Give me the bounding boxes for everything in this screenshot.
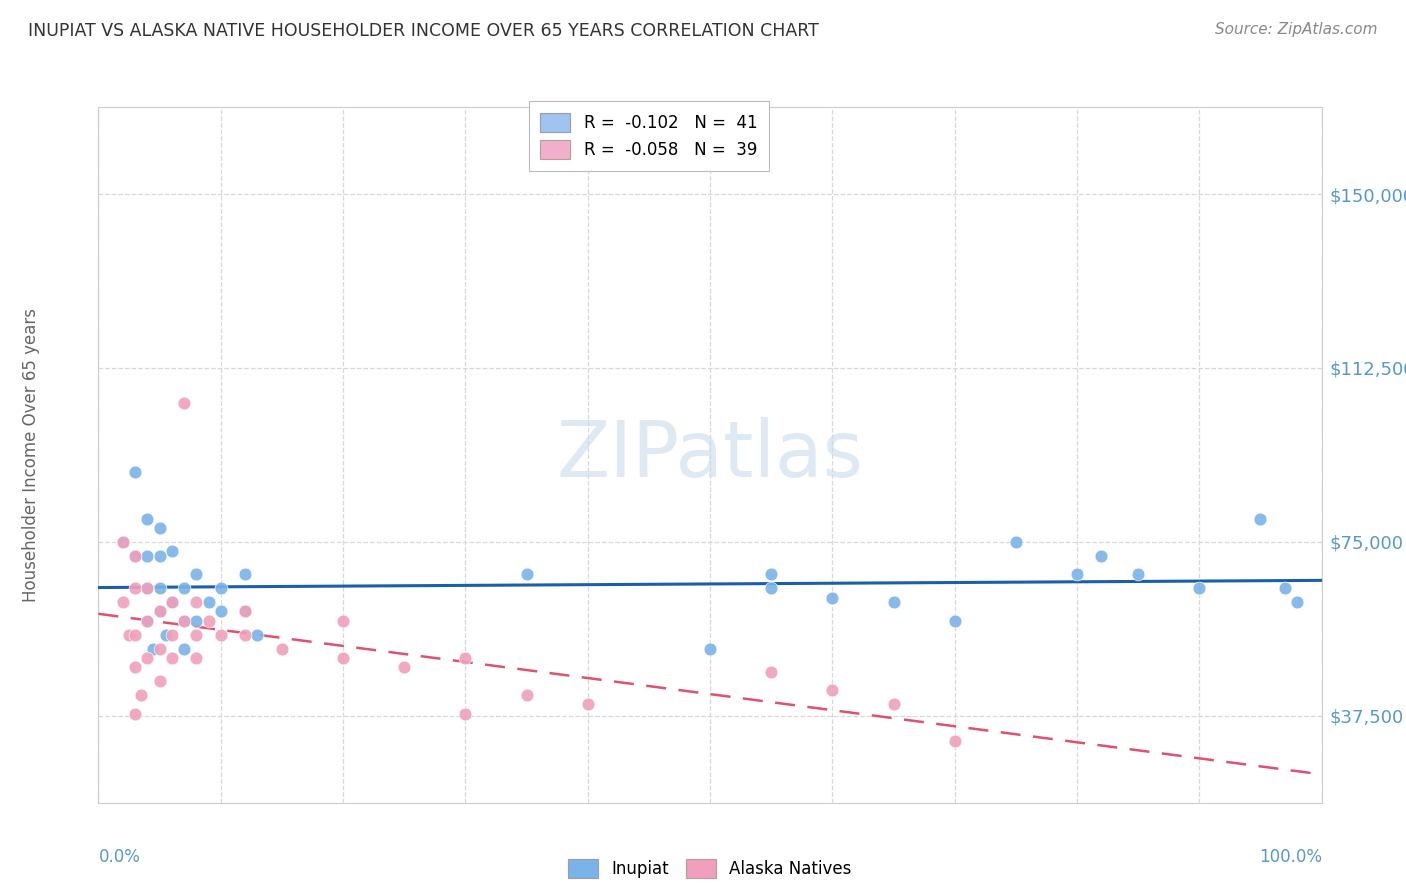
Point	[160, 544, 183, 558]
Point	[454, 651, 477, 665]
Point	[699, 641, 721, 656]
Point	[209, 628, 232, 642]
Point	[142, 641, 165, 656]
Point	[136, 614, 159, 628]
Point	[246, 628, 269, 642]
Point	[111, 595, 134, 609]
Point	[149, 521, 172, 535]
Point	[149, 549, 172, 563]
Point	[1286, 595, 1309, 609]
Point	[136, 511, 159, 525]
Point	[821, 683, 844, 698]
Point	[173, 641, 195, 656]
Point	[761, 582, 783, 596]
Point	[883, 595, 905, 609]
Point	[761, 567, 783, 582]
Point	[233, 605, 256, 619]
Point	[209, 605, 232, 619]
Point	[233, 628, 256, 642]
Text: Source: ZipAtlas.com: Source: ZipAtlas.com	[1215, 22, 1378, 37]
Point	[136, 582, 159, 596]
Point	[124, 582, 146, 596]
Point	[197, 595, 219, 609]
Point	[761, 665, 783, 679]
Point	[136, 614, 159, 628]
Point	[136, 549, 159, 563]
Point	[186, 567, 208, 582]
Point	[136, 582, 159, 596]
Text: Householder Income Over 65 years: Householder Income Over 65 years	[22, 308, 41, 602]
Point	[186, 595, 208, 609]
Point	[454, 706, 477, 721]
Point	[129, 688, 152, 702]
Point	[270, 641, 294, 656]
Point	[1090, 549, 1112, 563]
Point	[1128, 567, 1150, 582]
Point	[149, 605, 172, 619]
Point	[149, 674, 172, 689]
Text: 100.0%: 100.0%	[1258, 848, 1322, 866]
Point	[111, 534, 134, 549]
Point	[124, 466, 146, 480]
Point	[883, 698, 905, 712]
Point	[233, 605, 256, 619]
Point	[1249, 511, 1271, 525]
Point	[1004, 534, 1026, 549]
Point	[160, 628, 183, 642]
Point	[149, 605, 172, 619]
Point	[160, 595, 183, 609]
Point	[149, 582, 172, 596]
Point	[186, 628, 208, 642]
Point	[160, 595, 183, 609]
Point	[111, 534, 134, 549]
Point	[124, 660, 146, 674]
Point	[173, 396, 195, 410]
Point	[392, 660, 416, 674]
Point	[1066, 567, 1088, 582]
Point	[173, 614, 195, 628]
Point	[136, 651, 159, 665]
Point	[332, 614, 354, 628]
Point	[124, 549, 146, 563]
Point	[173, 582, 195, 596]
Point	[160, 651, 183, 665]
Point	[1274, 582, 1296, 596]
Point	[124, 549, 146, 563]
Point	[124, 628, 146, 642]
Text: INUPIAT VS ALASKA NATIVE HOUSEHOLDER INCOME OVER 65 YEARS CORRELATION CHART: INUPIAT VS ALASKA NATIVE HOUSEHOLDER INC…	[28, 22, 818, 40]
Text: 0.0%: 0.0%	[98, 848, 141, 866]
Point	[943, 734, 966, 748]
Point	[233, 567, 256, 582]
Point	[515, 688, 537, 702]
Point	[118, 628, 141, 642]
Point	[1188, 582, 1211, 596]
Point	[332, 651, 354, 665]
Point	[149, 641, 172, 656]
Point	[186, 651, 208, 665]
Point	[155, 628, 177, 642]
Point	[515, 567, 537, 582]
Point	[124, 706, 146, 721]
Point	[943, 614, 966, 628]
Point	[173, 614, 195, 628]
Text: ZIPatlas: ZIPatlas	[557, 417, 863, 493]
Point	[209, 582, 232, 596]
Point	[576, 698, 599, 712]
Point	[197, 614, 219, 628]
Point	[186, 614, 208, 628]
Legend: Inupiat, Alaska Natives: Inupiat, Alaska Natives	[558, 849, 862, 888]
Point	[821, 591, 844, 605]
